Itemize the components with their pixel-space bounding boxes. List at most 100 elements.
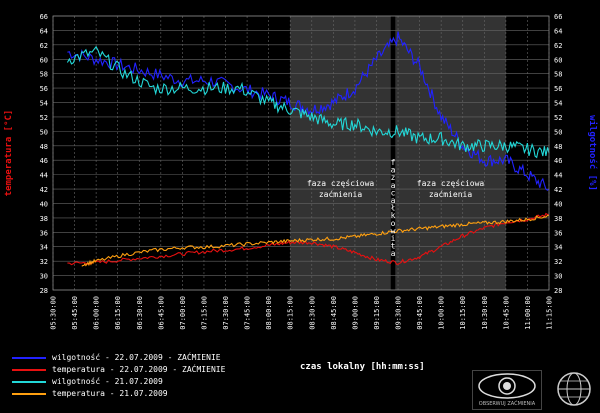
totality-label-char: a xyxy=(391,181,396,190)
legend-label: wilgotność - 22.07.2009 - ZAĆMIENIE xyxy=(52,353,221,362)
totality-label-char: i xyxy=(391,234,396,243)
x-tick-label: 08:15:00 xyxy=(287,296,295,330)
totality-label-char: o xyxy=(391,219,396,228)
legend-item: temperatura - 22.07.2009 - ZAĆMIENIE xyxy=(12,364,225,376)
y-tick-label-right: 30 xyxy=(554,273,562,281)
y-tick-label-right: 40 xyxy=(554,200,562,208)
legend-label: temperatura - 22.07.2009 - ZAĆMIENIE xyxy=(52,365,226,374)
totality-label-char: ł xyxy=(391,204,396,213)
region-label: faza częściowa xyxy=(307,178,375,188)
x-tick-label: 06:45:00 xyxy=(157,296,165,330)
y-tick-label-left: 62 xyxy=(40,42,48,50)
series-line xyxy=(67,31,550,191)
y-tick-label-left: 34 xyxy=(40,244,48,252)
y-tick-label-right: 64 xyxy=(554,27,562,35)
legend-swatch xyxy=(12,393,46,395)
x-tick-label: 06:00:00 xyxy=(93,296,101,330)
legend-item: wilgotność - 21.07.2009 xyxy=(12,376,225,388)
y-tick-label-right: 46 xyxy=(554,157,562,165)
region-label: faza częściowa xyxy=(417,178,485,188)
legend-swatch xyxy=(12,369,46,371)
y-tick-label-left: 38 xyxy=(40,215,48,223)
eye-icon xyxy=(478,373,536,399)
y-tick-label-right: 66 xyxy=(554,13,562,21)
y-tick-label-right: 48 xyxy=(554,143,562,151)
x-tick-label: 09:30:00 xyxy=(395,296,403,330)
y-tick-label-right: 34 xyxy=(554,244,562,252)
totality-label-char: k xyxy=(391,211,396,220)
x-tick-label: 10:45:00 xyxy=(502,296,510,330)
y-tick-label-left: 66 xyxy=(40,13,48,21)
x-tick-label: 09:15:00 xyxy=(373,296,381,330)
series-line xyxy=(81,214,550,267)
y-tick-label-right: 62 xyxy=(554,42,562,50)
y-axis-title-left: temperatura [°C] xyxy=(4,110,14,197)
totality-label-char: f xyxy=(391,158,396,167)
y-tick-label-right: 38 xyxy=(554,215,562,223)
totality-label-char: a xyxy=(391,249,396,258)
x-tick-label: 10:00:00 xyxy=(438,296,446,330)
observatory-logo-text: OBSERWUJ ZAĆMIENIA xyxy=(478,401,536,407)
legend-swatch xyxy=(12,381,46,383)
y-tick-label-left: 48 xyxy=(40,143,48,151)
totality-label-char: t xyxy=(391,242,396,251)
y-tick-label-right: 54 xyxy=(554,100,562,108)
y-tick-label-right: 50 xyxy=(554,128,562,136)
legend-item: wilgotność - 22.07.2009 - ZAĆMIENIE xyxy=(12,352,225,364)
x-tick-label: 07:00:00 xyxy=(179,296,187,330)
series-line xyxy=(66,45,550,159)
globe-icon xyxy=(557,372,591,406)
x-axis-title: czas lokalny [hh:mm:ss] xyxy=(300,362,425,372)
globe-logo xyxy=(554,370,594,408)
legend-label: wilgotność - 21.07.2009 xyxy=(52,377,163,386)
y-tick-label-left: 60 xyxy=(40,56,48,64)
y-tick-label-left: 40 xyxy=(40,200,48,208)
totality-region xyxy=(390,16,396,290)
y-tick-label-left: 58 xyxy=(40,71,48,79)
x-tick-label: 05:45:00 xyxy=(71,296,79,330)
region-label: zaćmienia xyxy=(429,189,473,199)
y-tick-label-right: 56 xyxy=(554,85,562,93)
y-tick-label-left: 30 xyxy=(40,273,48,281)
legend-item: temperatura - 21.07.2009 xyxy=(12,388,225,400)
y-axis-title-right: wilgotność [%] xyxy=(587,115,598,191)
plot-frame xyxy=(52,15,550,291)
x-tick-label: 07:45:00 xyxy=(244,296,252,330)
totality-label-char: a xyxy=(391,166,396,175)
x-tick-label: 07:15:00 xyxy=(200,296,208,330)
x-tick-label: 08:00:00 xyxy=(265,296,273,330)
legend-label: temperatura - 21.07.2009 xyxy=(52,389,168,398)
x-tick-label: 06:15:00 xyxy=(114,296,122,330)
y-tick-label-left: 52 xyxy=(40,114,48,122)
legend: wilgotność - 22.07.2009 - ZAĆMIENIE temp… xyxy=(12,352,225,400)
y-tick-label-left: 32 xyxy=(40,258,48,266)
partial-phase-region xyxy=(395,16,506,290)
x-tick-label: 10:30:00 xyxy=(481,296,489,330)
y-tick-label-left: 54 xyxy=(40,100,48,108)
y-tick-label-left: 36 xyxy=(40,229,48,237)
x-tick-label: 11:15:00 xyxy=(546,296,554,330)
y-tick-label-left: 46 xyxy=(40,157,48,165)
series-line xyxy=(67,212,550,266)
y-tick-label-left: 50 xyxy=(40,128,48,136)
y-tick-label-left: 42 xyxy=(40,186,48,194)
x-tick-label: 09:00:00 xyxy=(351,296,359,330)
totality-label-char: c xyxy=(391,188,396,197)
y-tick-label-right: 44 xyxy=(554,172,562,180)
x-tick-label: 07:30:00 xyxy=(222,296,230,330)
x-tick-label: 10:15:00 xyxy=(459,296,467,330)
x-tick-label: 09:45:00 xyxy=(416,296,424,330)
x-tick-label: 08:30:00 xyxy=(308,296,316,330)
y-tick-label-right: 60 xyxy=(554,56,562,64)
observatory-logo: OBSERWUJ ZAĆMIENIA xyxy=(472,370,542,410)
y-tick-label-left: 44 xyxy=(40,172,48,180)
y-tick-label-left: 64 xyxy=(40,27,48,35)
x-tick-label: 05:30:00 xyxy=(50,296,58,330)
totality-label-char: a xyxy=(391,196,396,205)
y-tick-label-left: 56 xyxy=(40,85,48,93)
x-tick-label: 06:30:00 xyxy=(136,296,144,330)
legend-swatch xyxy=(12,357,46,359)
x-tick-label: 08:45:00 xyxy=(330,296,338,330)
